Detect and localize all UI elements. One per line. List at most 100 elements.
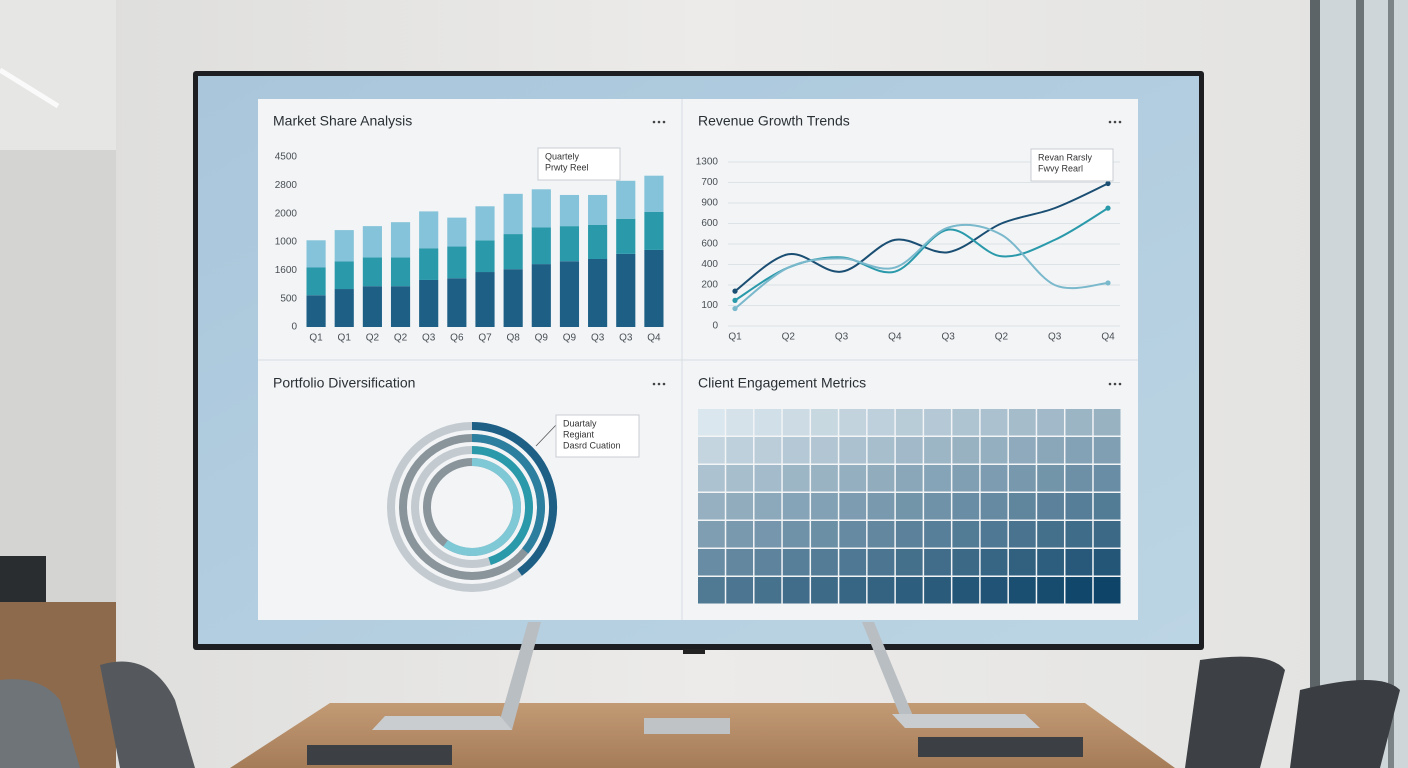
heat-cell xyxy=(924,465,951,492)
heat-cell xyxy=(754,493,782,520)
annotation-box xyxy=(555,414,640,458)
heat-cell xyxy=(754,437,782,464)
ring-arc xyxy=(443,458,521,556)
heat-cell xyxy=(811,577,838,604)
x-tick-label: Q2 xyxy=(366,333,380,344)
line-end-marker xyxy=(1105,280,1111,286)
heat-cell xyxy=(698,521,725,548)
line-end-marker xyxy=(732,305,738,312)
bar-segment xyxy=(475,206,495,241)
heat-cell xyxy=(980,577,1008,604)
heat-cell xyxy=(726,577,754,604)
bar-segment xyxy=(503,269,523,327)
heat-cell xyxy=(952,409,980,436)
heat-cell xyxy=(1037,409,1064,436)
annotation-leader xyxy=(535,424,557,447)
bar-segment xyxy=(616,218,636,254)
heat-cell xyxy=(754,521,782,548)
chair xyxy=(1290,680,1400,768)
heat-cell xyxy=(980,437,1008,464)
heat-cell xyxy=(1065,521,1093,548)
heat-cell xyxy=(1093,437,1121,464)
heat-cell xyxy=(895,521,923,548)
bar-segment xyxy=(334,230,354,262)
x-tick-label: Q2 xyxy=(394,333,408,344)
charts: Market Share Analysis0500160010002000280… xyxy=(273,113,1121,604)
annotation-text: Prwty Reel xyxy=(545,162,589,172)
heat-cell xyxy=(867,521,895,548)
heat-cell xyxy=(1093,549,1121,576)
bar-segment xyxy=(588,194,608,225)
heat-cell xyxy=(1065,549,1093,576)
heat-cell xyxy=(895,577,923,604)
bar-segment xyxy=(306,240,326,268)
annotation-text: Revan Rarsly xyxy=(1038,152,1093,162)
x-tick-label: Q2 xyxy=(782,332,796,343)
heat-cell xyxy=(867,577,895,604)
y-tick-label: 1000 xyxy=(275,237,298,248)
heat-cell xyxy=(698,493,725,520)
x-tick-label: Q3 xyxy=(619,333,633,344)
ring-arc xyxy=(471,446,533,566)
screen-sensor xyxy=(683,649,705,654)
heat-cell xyxy=(726,549,754,576)
heat-cell xyxy=(1008,493,1036,520)
heat-cell xyxy=(980,521,1008,548)
x-tick-label: Q3 xyxy=(941,332,955,343)
x-tick-label: Q1 xyxy=(309,333,323,344)
heat-cell xyxy=(839,409,867,436)
heat-cell xyxy=(1065,493,1093,520)
y-tick-label: 100 xyxy=(701,300,718,311)
heat-cell xyxy=(895,493,923,520)
bar-segment xyxy=(390,257,411,287)
bar-segment xyxy=(644,249,664,327)
heat-cell xyxy=(924,521,951,548)
heat-cell xyxy=(726,437,754,464)
notebook xyxy=(307,745,452,765)
heat-cell xyxy=(839,437,867,464)
heat-cell xyxy=(698,549,725,576)
heat-cell xyxy=(698,577,725,604)
bar-segment xyxy=(531,264,551,327)
heat-cell xyxy=(811,549,838,576)
annotation-box xyxy=(537,147,621,181)
bar-segment xyxy=(447,278,467,327)
menu-dots[interactable] xyxy=(652,120,1122,386)
heat-cell xyxy=(1093,493,1121,520)
line xyxy=(734,223,1109,310)
tablet xyxy=(644,718,730,734)
heat-cell xyxy=(839,577,867,604)
heat-cell xyxy=(782,465,810,492)
line-end-marker xyxy=(732,288,738,294)
heat-cell xyxy=(1065,409,1093,436)
heat-cell xyxy=(980,549,1008,576)
heat-cell xyxy=(698,465,725,492)
heat-cell xyxy=(782,521,810,548)
bar-segment xyxy=(475,272,495,327)
bar-segment xyxy=(588,259,608,327)
ring-arc xyxy=(471,422,557,576)
heat-cell xyxy=(726,493,754,520)
y-tick-label: 1300 xyxy=(696,157,719,168)
heat-cell xyxy=(811,409,838,436)
bar-segment xyxy=(362,226,382,258)
heat-cell xyxy=(726,409,754,436)
bar-segment xyxy=(419,279,439,327)
heat-cell xyxy=(895,465,923,492)
heat-cell xyxy=(952,437,980,464)
heat-cell xyxy=(1008,549,1036,576)
y-tick-label: 400 xyxy=(701,259,718,270)
heat-cell xyxy=(1037,493,1064,520)
heat-cell xyxy=(952,577,980,604)
y-tick-label: 0 xyxy=(291,322,297,333)
bar-segment xyxy=(475,240,495,273)
line-end-marker xyxy=(1105,205,1111,211)
bar-segment xyxy=(390,222,411,258)
heat-cell xyxy=(1065,437,1093,464)
heat-cell xyxy=(782,437,810,464)
x-tick-label: Q3 xyxy=(591,333,605,344)
y-tick-label: 0 xyxy=(712,321,718,332)
heat-cell xyxy=(952,493,980,520)
heat-cell xyxy=(1008,437,1036,464)
